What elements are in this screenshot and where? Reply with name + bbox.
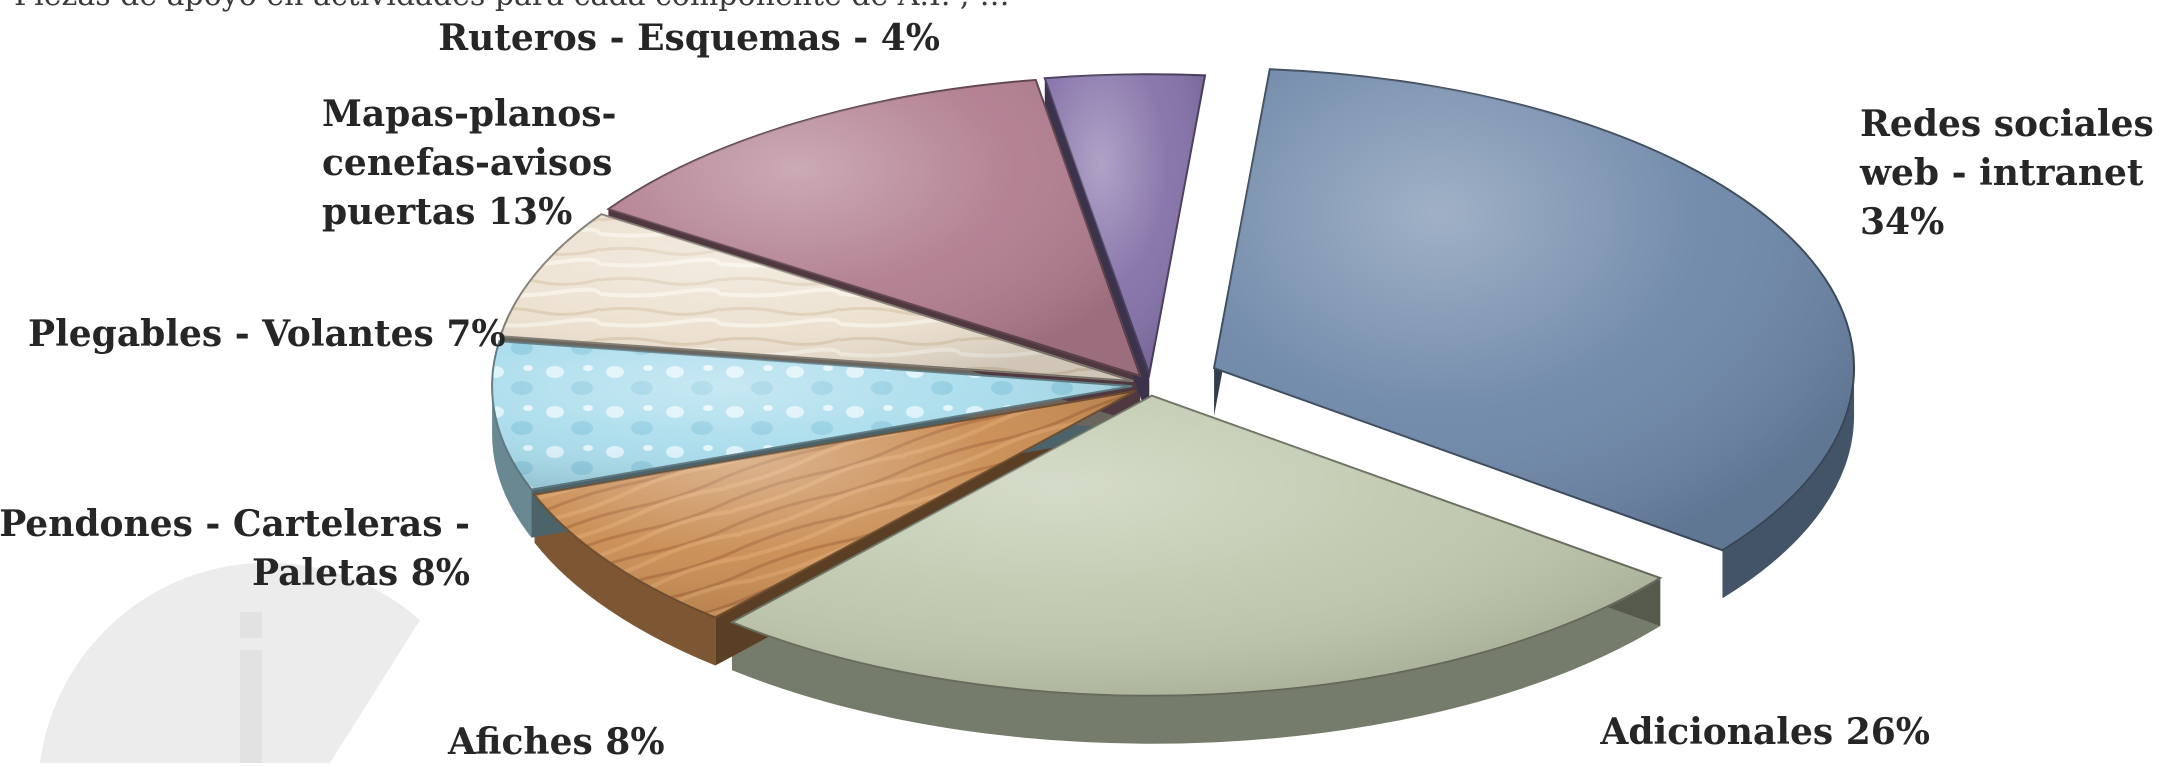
slice-0-side — [1722, 368, 1855, 599]
slice-0-gloss — [1214, 69, 1855, 551]
data-label-5-line-1: cenefas-avisos — [322, 142, 613, 184]
data-label-2: Afiches 8% — [448, 718, 665, 767]
slice-2-gloss — [534, 391, 1136, 618]
data-label-1: Adicionales 26% — [1600, 708, 1930, 757]
slice-1-gloss — [731, 395, 1661, 696]
data-label-0-line-1: web - intranet — [1860, 152, 2144, 194]
data-label-3: Pendones - Carteleras - Paletas 8% — [0, 500, 470, 598]
watermark-logo — [40, 562, 420, 763]
slice-6-gloss — [1044, 74, 1206, 375]
data-label-6: Ruteros - Esquemas - 4% — [438, 14, 940, 63]
data-label-3-line-1: Paletas 8% — [251, 552, 470, 594]
data-label-3-line-0: Pendones - Carteleras - — [0, 503, 470, 545]
slice-4-gloss — [500, 214, 1134, 382]
data-label-1-line-0: Adicionales 26% — [1600, 711, 1930, 753]
data-label-5: Mapas-planos-cenefas-avisos puertas 13% — [322, 90, 616, 237]
slice-2-side — [534, 494, 716, 666]
data-label-0: Redes sociales - web - intranet 34% — [1860, 100, 2162, 247]
slice-5-gloss — [608, 79, 1141, 376]
data-label-4-line-0: Plegables - Volantes 7% — [28, 313, 506, 355]
data-label-4: Plegables - Volantes 7% — [28, 310, 506, 359]
chart-caption-cut-off: Piezas de apoyo en actividades para cada… — [14, 0, 1010, 13]
data-label-2-line-0: Afiches 8% — [448, 721, 665, 763]
data-label-0-line-0: Redes sociales - — [1860, 103, 2162, 145]
data-label-0-line-2: 34% — [1860, 201, 1945, 243]
slice-1-side — [731, 577, 1661, 744]
data-label-6-line-0: Ruteros - Esquemas - 4% — [438, 17, 940, 59]
data-label-5-line-0: Mapas-planos- — [322, 93, 617, 135]
data-label-5-line-2: puertas 13% — [322, 191, 573, 233]
slice-3-gloss — [492, 341, 1133, 490]
